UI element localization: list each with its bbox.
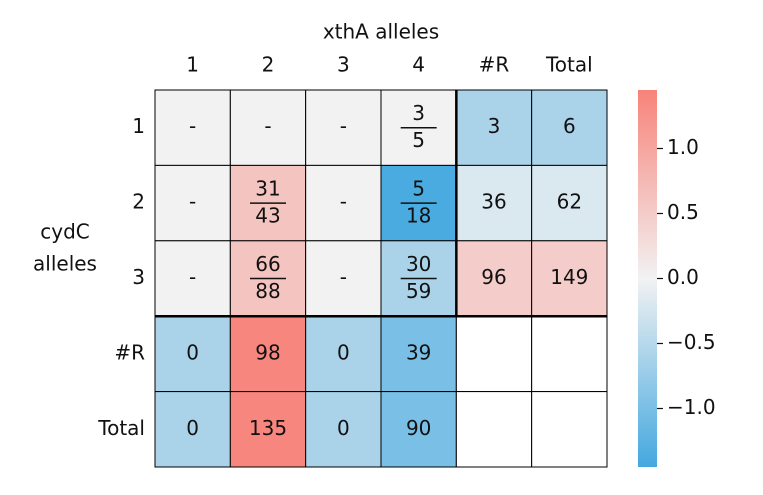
cell (154, 391, 231, 468)
cell (455, 240, 533, 317)
row-label: 2 (132, 190, 145, 214)
colorbar-tick-label: 0.5 (667, 200, 699, 224)
colorbar-tick-label: −0.5 (667, 330, 716, 354)
cell (380, 315, 457, 393)
column-label: 3 (337, 53, 350, 77)
cell-label: 36 (481, 190, 506, 214)
row-label: Total (97, 416, 145, 440)
cell (154, 315, 231, 393)
x-axis-label: xthA alleles (323, 20, 439, 44)
column-label: 2 (262, 53, 275, 77)
cell (531, 315, 608, 393)
y-axis-label: cydC (40, 220, 90, 244)
cell (531, 89, 608, 166)
colorbar-tick-label: 0.0 (667, 265, 699, 289)
cell-label: 0 (337, 340, 350, 364)
cell-label: 0 (186, 416, 199, 440)
cell-label: 135 (249, 416, 287, 440)
cell (531, 240, 608, 317)
cell-label: 62 (557, 190, 582, 214)
cell-label: - (340, 114, 347, 138)
row-label: #R (114, 340, 145, 364)
fraction-numerator: 5 (412, 177, 425, 201)
cell-label: - (189, 114, 196, 138)
fraction-denominator: 88 (255, 279, 280, 303)
cell-label: 149 (550, 265, 588, 289)
cell (154, 240, 231, 317)
fraction-denominator: 59 (406, 279, 431, 303)
column-label: 1 (186, 53, 199, 77)
cell (229, 315, 307, 393)
cell-label: - (340, 265, 347, 289)
column-label: #R (479, 53, 510, 77)
cell (305, 89, 382, 166)
cell (229, 89, 307, 166)
column-label: Total (545, 53, 593, 77)
fraction-numerator: 66 (255, 252, 280, 276)
cell (531, 391, 608, 468)
colorbar-tick-label: 1.0 (667, 135, 699, 159)
cell-label: 0 (337, 416, 350, 440)
cell (531, 164, 608, 242)
cell-label: 90 (406, 416, 431, 440)
fraction-denominator: 5 (412, 128, 425, 152)
cell-label: 39 (406, 340, 431, 364)
cell (305, 315, 382, 393)
fraction-denominator: 43 (255, 204, 280, 228)
cell (455, 315, 533, 393)
cell-label: 0 (186, 340, 199, 364)
column-label: 4 (412, 53, 425, 77)
colorbar-tick-label: −1.0 (667, 395, 716, 419)
row-label: 1 (132, 114, 145, 138)
cell (229, 391, 307, 468)
y-axis-label: alleles (33, 252, 97, 276)
cell-label: - (189, 190, 196, 214)
fraction-denominator: 18 (406, 204, 431, 228)
cell-label: 3 (488, 114, 501, 138)
fraction-numerator: 30 (406, 252, 431, 276)
cell (154, 89, 231, 166)
cell-label: - (189, 265, 196, 289)
cell (305, 391, 382, 468)
fraction-numerator: 3 (412, 101, 425, 125)
cell-label: 6 (563, 114, 576, 138)
cell (455, 391, 533, 468)
colorbar (638, 90, 657, 467)
row-label: 3 (132, 265, 145, 289)
cell-label: 96 (481, 265, 506, 289)
cell (380, 391, 457, 468)
cell-label: - (340, 190, 347, 214)
cell-label: 98 (255, 340, 280, 364)
cell-label: - (264, 114, 271, 138)
fraction-numerator: 31 (255, 177, 280, 201)
